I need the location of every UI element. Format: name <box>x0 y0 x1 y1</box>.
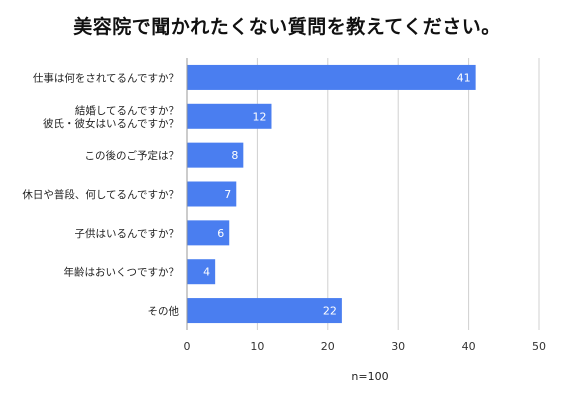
bar <box>187 259 216 285</box>
category-label: 年齢はおいくつですか？ <box>64 266 180 279</box>
category-label: 休日や普段、何してるんですか？ <box>22 188 179 201</box>
data-label: 7 <box>224 188 231 201</box>
category-label: 子供はいるんですか？ <box>75 227 179 240</box>
sample-size-note: n=100 <box>351 370 388 383</box>
data-label: 6 <box>217 227 224 240</box>
category-label: 仕事は何をされてるんですか？ <box>33 71 179 84</box>
x-tick-label: 20 <box>321 340 335 353</box>
x-tick-label: 0 <box>184 340 191 353</box>
x-tick-label: 40 <box>462 340 476 353</box>
category-label: その他 <box>148 305 180 318</box>
bar <box>187 103 272 129</box>
x-tick-label: 50 <box>532 340 546 353</box>
data-label: 41 <box>457 71 471 84</box>
x-tick-label: 30 <box>391 340 405 353</box>
bar <box>187 298 342 324</box>
chart-title: 美容院で聞かれたくない質問を教えてください。 <box>73 16 501 38</box>
data-label: 22 <box>323 305 337 318</box>
bar <box>187 181 237 207</box>
bar <box>187 220 230 246</box>
x-tick-label: 10 <box>250 340 264 353</box>
data-label: 8 <box>231 149 238 162</box>
data-label: 12 <box>252 110 266 123</box>
category-label: この後のご予定は？ <box>85 149 180 162</box>
data-label: 4 <box>203 266 210 279</box>
bar <box>187 142 244 168</box>
category-label: 彼氏・彼女はいるんですか？ <box>43 117 179 130</box>
bar <box>187 64 476 90</box>
category-label: 結婚してるんですか？ <box>75 104 179 117</box>
